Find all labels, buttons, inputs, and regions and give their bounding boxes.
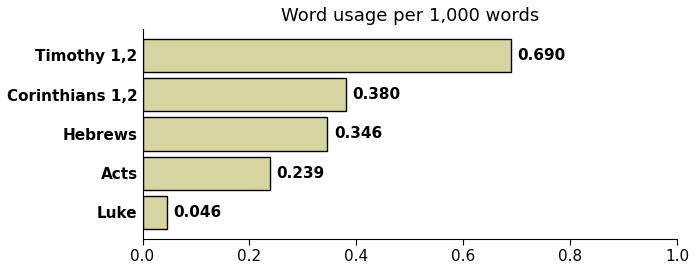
Bar: [143, 78, 346, 111]
Title: Word usage per 1,000 words: Word usage per 1,000 words: [280, 7, 539, 25]
Text: 0.380: 0.380: [352, 87, 400, 102]
Text: 0.690: 0.690: [518, 48, 566, 63]
Bar: [143, 39, 512, 72]
Text: 0.046: 0.046: [173, 205, 222, 220]
Text: 0.346: 0.346: [334, 127, 382, 141]
Bar: [143, 196, 167, 229]
Bar: [143, 157, 270, 190]
Text: 0.239: 0.239: [277, 166, 325, 181]
Bar: [143, 117, 328, 151]
